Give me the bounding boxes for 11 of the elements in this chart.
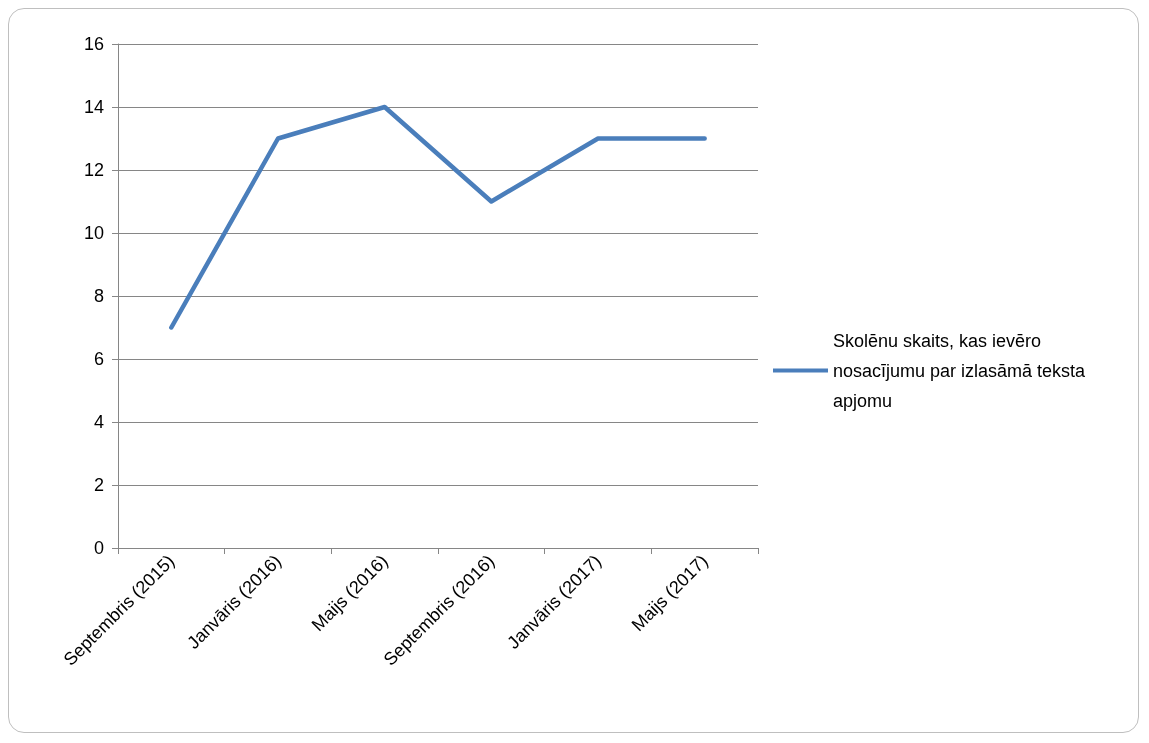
y-tick-label: 12 — [83, 160, 104, 180]
y-tick-label: 14 — [83, 97, 104, 117]
y-tick-label: 6 — [93, 349, 104, 369]
line-series — [169, 104, 707, 330]
y-tick-label: 4 — [93, 412, 104, 432]
y-tick-label: 2 — [93, 475, 104, 495]
y-tick-label: 8 — [93, 286, 104, 306]
y-tick-label: 0 — [93, 538, 104, 558]
y-tick-label: 10 — [83, 223, 104, 243]
legend-label: Skolēnu skaits, kas ievēro nosacījumu par izlasāmā teksta apjomu — [833, 330, 1091, 411]
y-tick-label: 16 — [83, 34, 104, 54]
